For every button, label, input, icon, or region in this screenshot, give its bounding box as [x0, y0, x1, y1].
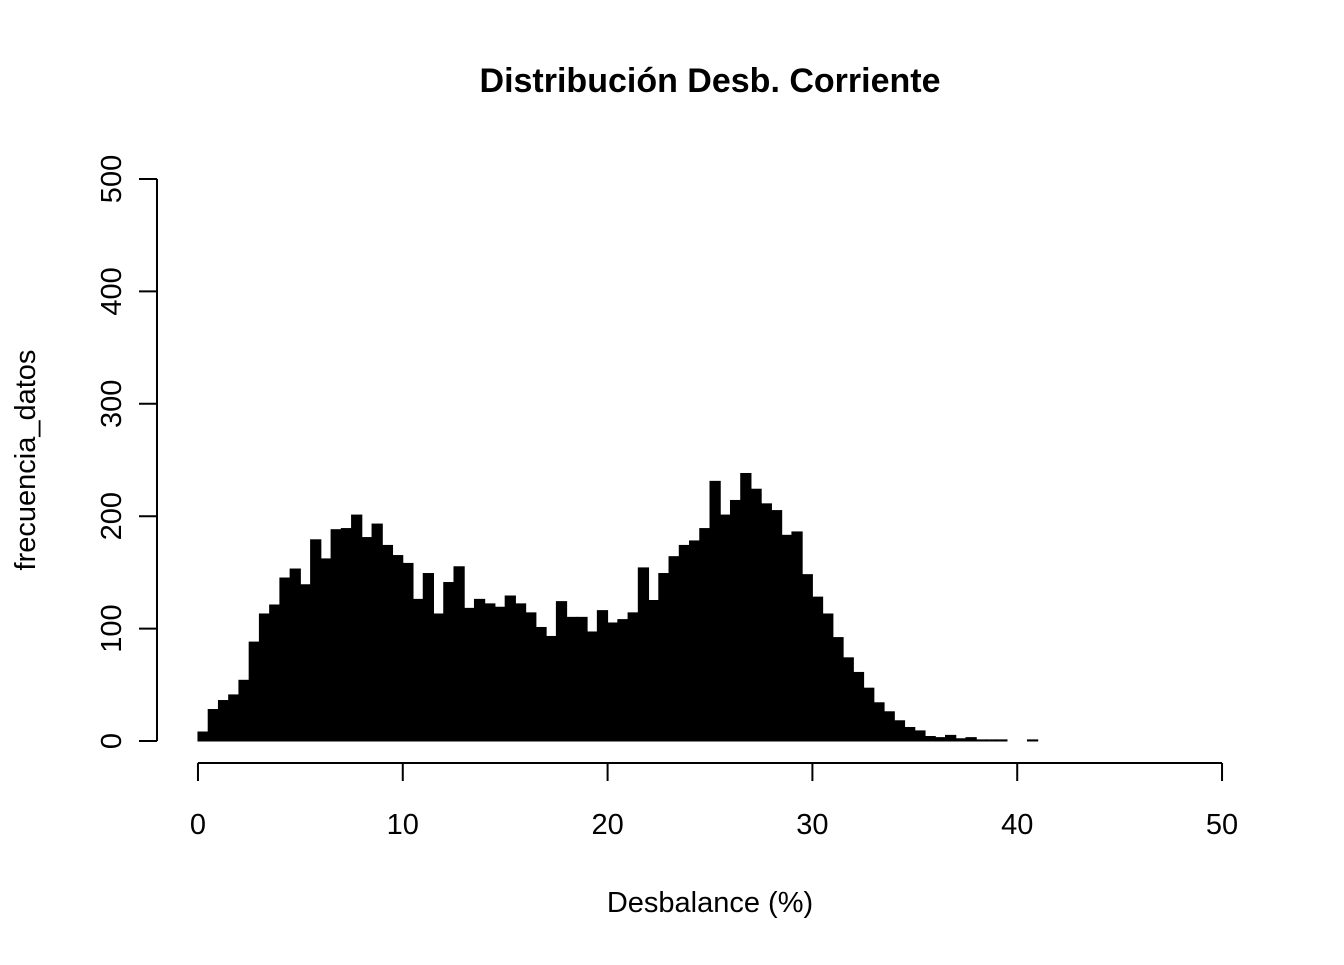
bar: [965, 737, 977, 742]
bar: [996, 739, 1008, 742]
bar: [463, 607, 475, 742]
bar: [381, 544, 394, 742]
bar: [770, 510, 783, 742]
y-axis-label: frecuencia_datos: [10, 350, 42, 571]
x-axis-label: Desbalance (%): [607, 887, 813, 919]
y-tick-label: 0: [96, 733, 128, 749]
bar: [494, 606, 506, 742]
y-tick-label: 300: [96, 380, 128, 428]
bar: [934, 737, 947, 742]
chart-title: Distribución Desb. Corriente: [480, 62, 941, 100]
bar: [412, 598, 424, 742]
y-tick-label: 500: [96, 155, 128, 203]
bar: [637, 567, 650, 742]
bar: [914, 730, 926, 742]
x-tick-label: 30: [796, 809, 828, 841]
bar: [576, 616, 588, 742]
bar: [719, 514, 731, 742]
bar: [443, 582, 455, 742]
bar: [504, 595, 516, 742]
bar: [873, 702, 885, 742]
x-tick-label: 0: [190, 809, 206, 841]
x-tick-label: 10: [387, 809, 419, 841]
bar: [811, 596, 824, 742]
bar: [729, 499, 742, 742]
bar: [217, 700, 230, 742]
bar: [740, 472, 752, 742]
bar: [760, 503, 772, 742]
bar: [299, 584, 312, 742]
bar: [975, 739, 988, 742]
bar: [207, 709, 219, 742]
bar: [289, 568, 301, 742]
bar: [617, 619, 629, 742]
bar: [883, 711, 895, 742]
bar: [893, 720, 906, 742]
bar: [228, 694, 240, 742]
bar: [535, 626, 547, 742]
bar: [945, 734, 957, 742]
bar: [596, 610, 609, 742]
bar: [248, 641, 260, 742]
bar: [392, 555, 404, 742]
bar: [801, 574, 813, 742]
bar: [566, 616, 578, 742]
bar: [361, 537, 373, 742]
bar: [340, 528, 353, 742]
bar: [279, 577, 291, 742]
x-tick-label: 20: [591, 809, 623, 841]
bar: [197, 731, 209, 742]
bar: [473, 598, 486, 742]
bar: [525, 612, 537, 742]
bar: [627, 612, 639, 742]
bar: [986, 739, 998, 742]
x-tick-label: 50: [1206, 809, 1238, 841]
bar: [750, 488, 762, 742]
bar: [422, 573, 434, 742]
bar: [852, 671, 865, 742]
bar: [832, 637, 844, 742]
bar: [791, 531, 803, 742]
bar: [484, 603, 496, 742]
bar: [842, 657, 854, 742]
bar: [545, 635, 557, 742]
bar: [689, 540, 701, 742]
bar: [781, 534, 793, 742]
x-tick-label: 40: [1001, 809, 1033, 841]
bar: [238, 679, 250, 742]
bar: [699, 528, 711, 742]
bar: [586, 631, 598, 742]
bar: [433, 613, 445, 742]
bar: [709, 480, 721, 742]
bar: [555, 601, 568, 742]
bar: [269, 604, 281, 742]
bar: [351, 514, 363, 742]
bar: [320, 558, 332, 742]
bar: [822, 613, 834, 742]
y-tick-label: 200: [96, 492, 128, 540]
bar: [402, 562, 414, 742]
bar: [924, 736, 936, 742]
bar: [1026, 739, 1039, 742]
y-tick-label: 400: [96, 267, 128, 315]
bar: [955, 738, 967, 742]
bar: [904, 727, 916, 742]
y-tick-label: 100: [96, 604, 128, 652]
bar: [648, 600, 660, 742]
bar: [310, 539, 322, 742]
bar: [607, 622, 619, 742]
bar: [453, 566, 465, 742]
bar: [371, 523, 383, 742]
bar: [330, 529, 342, 742]
bar: [678, 544, 691, 742]
bar: [514, 603, 527, 742]
bar: [863, 687, 875, 742]
bar: [668, 556, 680, 742]
bar: [258, 613, 271, 742]
bar: [658, 573, 670, 742]
